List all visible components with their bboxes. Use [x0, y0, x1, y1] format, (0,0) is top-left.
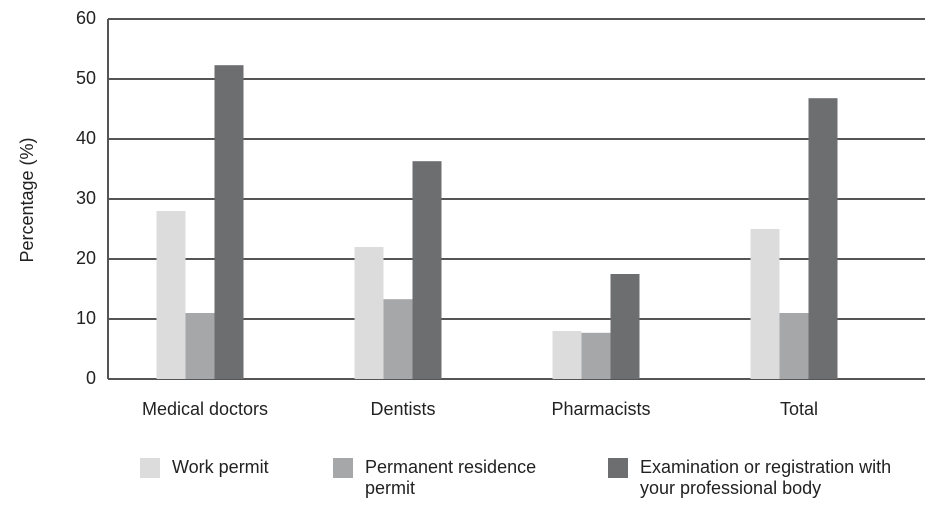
legend-label: Permanent residence permit — [365, 457, 537, 498]
legend-swatch — [333, 458, 353, 478]
legend-item: Permanent residence permit — [333, 457, 548, 499]
x-tick-label: Dentists — [370, 399, 435, 419]
legend-item: Examination or registration with your pr… — [608, 457, 898, 499]
y-tick-label: 40 — [76, 128, 96, 148]
bar — [383, 299, 413, 379]
legend-label: Work permit — [172, 457, 269, 477]
y-axis-label: Percentage (%) — [17, 137, 37, 262]
bar — [354, 247, 384, 379]
legend-swatch — [140, 458, 160, 478]
y-tick-label: 30 — [76, 188, 96, 208]
bar — [552, 331, 582, 379]
bar — [610, 274, 640, 379]
x-tick-label: Medical doctors — [142, 399, 268, 419]
bar — [808, 98, 838, 379]
x-tick-label: Total — [780, 399, 818, 419]
bar — [156, 211, 186, 379]
y-tick-label: 50 — [76, 68, 96, 88]
bar — [779, 313, 809, 379]
y-tick-label: 20 — [76, 248, 96, 268]
bar — [412, 161, 442, 379]
bar — [581, 332, 611, 379]
legend-label: Examination or registration with your pr… — [640, 457, 892, 498]
bar — [214, 65, 244, 379]
y-tick-label: 10 — [76, 308, 96, 328]
legend-item: Work permit — [140, 457, 320, 478]
x-tick-label: Pharmacists — [551, 399, 650, 419]
bar — [185, 313, 215, 379]
y-tick-label: 60 — [76, 8, 96, 28]
legend-swatch — [608, 458, 628, 478]
y-tick-label: 0 — [86, 368, 96, 388]
bar — [750, 229, 780, 379]
